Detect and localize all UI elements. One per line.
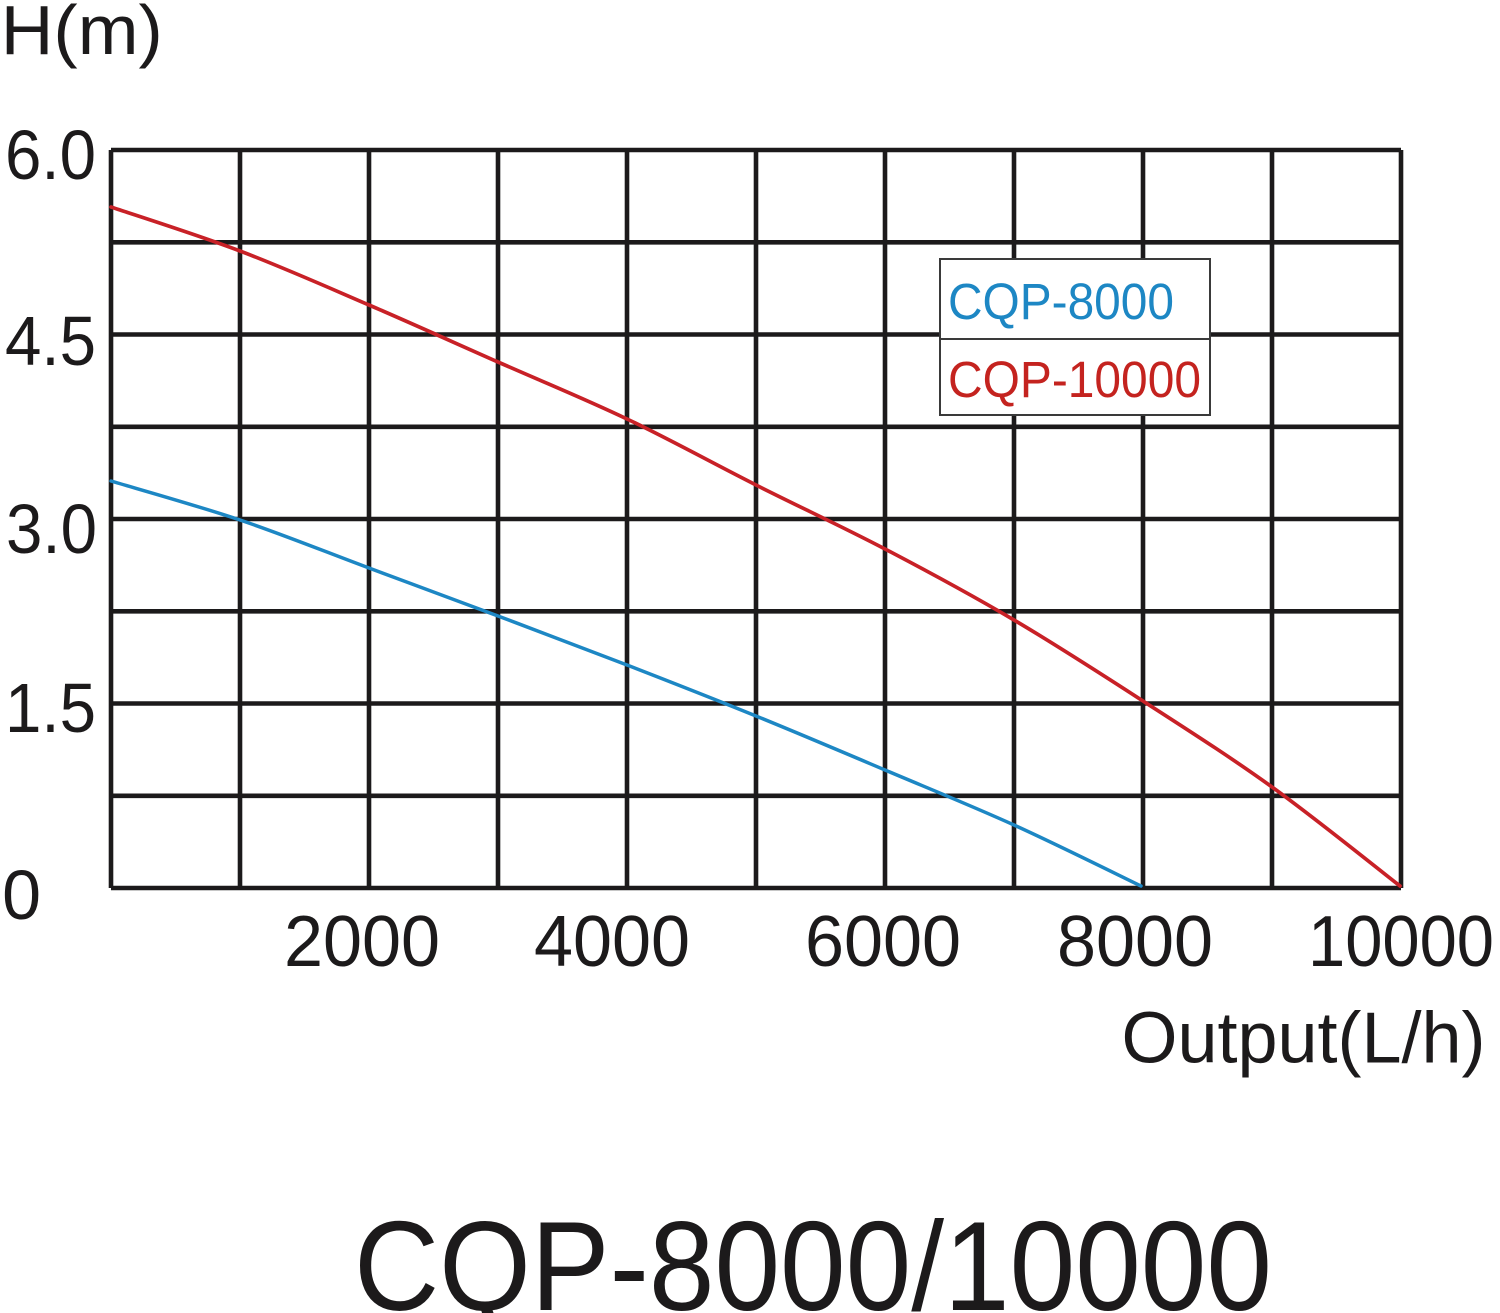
svg-text:6000: 6000 (805, 902, 961, 982)
svg-text:8000: 8000 (1057, 902, 1213, 982)
svg-text:Output(L/h): Output(L/h) (1122, 999, 1486, 1079)
svg-text:6.0: 6.0 (5, 116, 96, 194)
svg-text:CQP-8000: CQP-8000 (948, 273, 1174, 330)
svg-text:10000: 10000 (1308, 902, 1494, 982)
svg-text:4.5: 4.5 (5, 302, 96, 380)
svg-text:4000: 4000 (534, 902, 690, 982)
svg-text:1.5: 1.5 (5, 669, 96, 747)
svg-text:H(m): H(m) (1, 0, 163, 69)
svg-text:0: 0 (2, 856, 41, 934)
svg-text:CQP-8000/10000: CQP-8000/10000 (354, 1196, 1272, 1313)
svg-text:2000: 2000 (284, 902, 440, 982)
svg-text:3.0: 3.0 (6, 490, 97, 568)
svg-text:CQP-10000: CQP-10000 (948, 351, 1201, 408)
